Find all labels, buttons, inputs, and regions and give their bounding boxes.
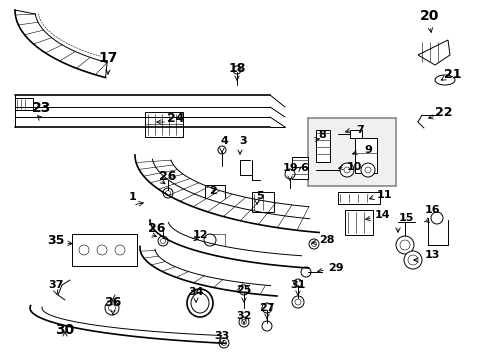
- Ellipse shape: [434, 75, 454, 85]
- Text: 28: 28: [319, 235, 334, 245]
- Text: 34: 34: [188, 287, 203, 297]
- Ellipse shape: [221, 341, 226, 346]
- Ellipse shape: [160, 238, 165, 243]
- Text: 14: 14: [374, 210, 390, 220]
- Ellipse shape: [360, 163, 374, 177]
- Ellipse shape: [241, 320, 246, 324]
- Ellipse shape: [262, 321, 271, 331]
- Ellipse shape: [399, 240, 409, 250]
- Polygon shape: [417, 40, 449, 65]
- Text: 10: 10: [346, 162, 361, 172]
- Ellipse shape: [430, 212, 442, 224]
- Text: 22: 22: [434, 105, 452, 118]
- Text: 32: 32: [236, 311, 251, 321]
- Ellipse shape: [364, 167, 370, 173]
- Text: 26: 26: [148, 221, 165, 234]
- Bar: [354, 138, 376, 173]
- Ellipse shape: [158, 236, 168, 246]
- Bar: [337, 192, 379, 204]
- Text: 36: 36: [104, 297, 122, 310]
- Bar: [345, 210, 372, 235]
- Ellipse shape: [403, 251, 421, 269]
- Ellipse shape: [311, 242, 316, 247]
- Text: 23: 23: [32, 101, 52, 115]
- Bar: [15, 98, 33, 110]
- Ellipse shape: [301, 267, 310, 277]
- Text: 17: 17: [98, 51, 118, 65]
- Ellipse shape: [203, 234, 216, 246]
- Text: 37: 37: [48, 280, 63, 290]
- Ellipse shape: [262, 303, 271, 313]
- Ellipse shape: [291, 296, 304, 308]
- Text: 18: 18: [228, 62, 245, 75]
- Bar: [307, 118, 395, 186]
- Text: 3: 3: [239, 136, 246, 146]
- Ellipse shape: [407, 255, 417, 265]
- Text: 30: 30: [55, 323, 75, 337]
- Text: 21: 21: [443, 68, 461, 81]
- Text: 8: 8: [318, 130, 325, 140]
- Text: 29: 29: [327, 263, 343, 273]
- Text: 25: 25: [236, 285, 251, 295]
- Ellipse shape: [79, 245, 89, 255]
- Ellipse shape: [343, 167, 349, 173]
- Text: 16: 16: [423, 205, 439, 215]
- Ellipse shape: [165, 190, 170, 195]
- Text: 11: 11: [375, 190, 391, 200]
- Text: 26: 26: [159, 171, 176, 184]
- Text: 1: 1: [129, 192, 137, 202]
- Ellipse shape: [219, 338, 228, 348]
- Ellipse shape: [163, 188, 173, 198]
- Text: 9: 9: [364, 145, 371, 155]
- Text: 7: 7: [355, 125, 363, 135]
- Ellipse shape: [285, 169, 294, 179]
- Ellipse shape: [186, 289, 213, 317]
- Ellipse shape: [97, 245, 107, 255]
- Ellipse shape: [105, 301, 119, 315]
- Ellipse shape: [308, 239, 318, 249]
- Text: 20: 20: [420, 9, 439, 23]
- Text: 35: 35: [47, 234, 64, 247]
- Text: 27: 27: [259, 303, 274, 313]
- Ellipse shape: [339, 163, 353, 177]
- Text: 6: 6: [300, 163, 307, 173]
- Ellipse shape: [191, 293, 208, 313]
- Bar: [315, 130, 329, 162]
- Bar: [349, 130, 361, 138]
- Bar: [72, 234, 137, 266]
- Text: 31: 31: [290, 280, 305, 290]
- Ellipse shape: [218, 146, 225, 154]
- Ellipse shape: [239, 317, 248, 327]
- Text: 2: 2: [209, 186, 217, 196]
- Bar: [291, 157, 307, 179]
- Ellipse shape: [239, 285, 248, 295]
- Text: 12: 12: [192, 230, 207, 240]
- Ellipse shape: [293, 279, 302, 287]
- Text: 15: 15: [398, 213, 413, 223]
- Text: 13: 13: [424, 250, 439, 260]
- Text: 19: 19: [282, 163, 297, 173]
- Bar: [251, 192, 273, 212]
- Text: 33: 33: [214, 331, 229, 341]
- Ellipse shape: [115, 245, 125, 255]
- Text: 24: 24: [167, 112, 184, 125]
- Text: 5: 5: [256, 191, 263, 201]
- Ellipse shape: [108, 305, 115, 311]
- Ellipse shape: [395, 236, 413, 254]
- Ellipse shape: [294, 299, 301, 305]
- Ellipse shape: [232, 66, 241, 74]
- Text: 4: 4: [220, 136, 227, 146]
- Bar: [145, 112, 183, 137]
